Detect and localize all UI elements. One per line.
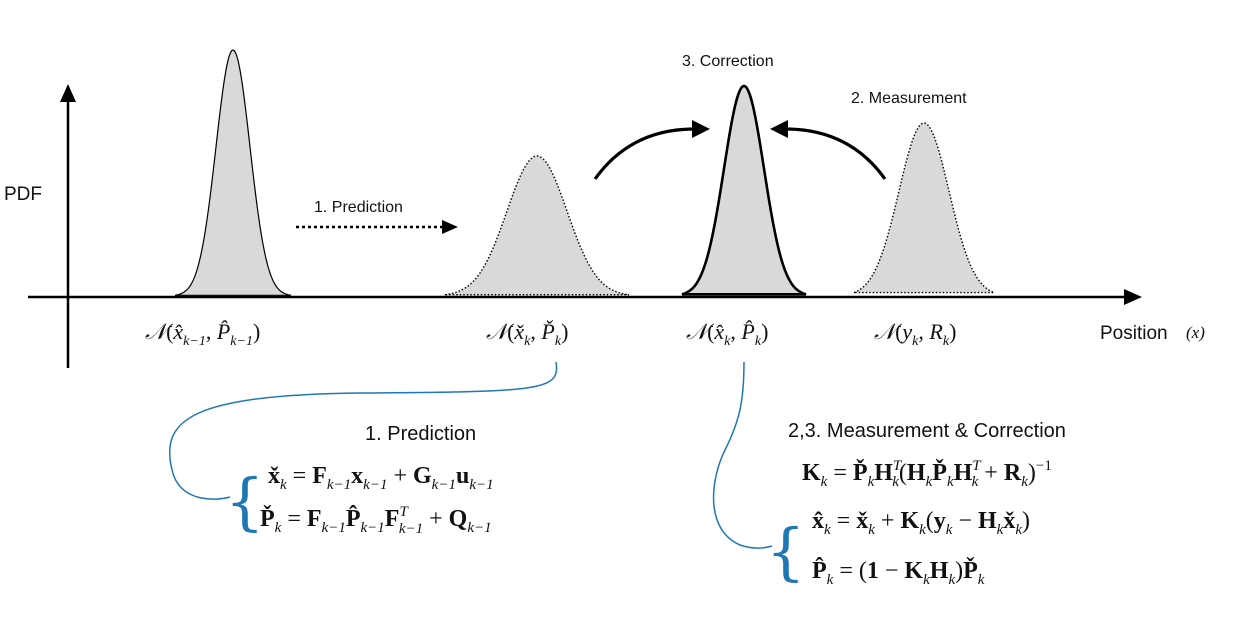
correction-brace: {	[766, 515, 805, 588]
prediction-arrowhead	[442, 220, 458, 234]
x-axis-symbol: (x)	[1186, 323, 1205, 342]
predicted-distribution-label: 𝒩(x̌k, P̌k)	[486, 319, 568, 349]
corrected-distribution-label: 𝒩(x̂k, P̂k)	[686, 319, 768, 349]
covariance-update-equation: P̂k = (1 − KkHk)P̌k	[812, 557, 985, 588]
predicted-distribution-curve	[444, 155, 630, 296]
y-axis-label: PDF	[4, 184, 42, 205]
x-axis-arrowhead	[1124, 289, 1142, 305]
correction-arrow-left	[593, 127, 693, 180]
kalman-gain-equation: Kk = P̌kHT k(HkP̌kHT k + Rk)−1	[802, 458, 1052, 490]
correction-arrow-left-head	[692, 120, 710, 138]
correction-step-label: 3. Correction	[682, 53, 774, 70]
correction-connector	[712, 361, 773, 549]
y-axis-arrowhead	[60, 84, 76, 102]
prediction-brace: {	[225, 465, 264, 538]
prior-distribution-label: 𝒩(x̂k−1, P̂k−1)	[145, 319, 260, 349]
svg-text:x̌k = Fk−1xk−1 + Gk−1uk−1: x̌k = Fk−1xk−1 + Gk−1uk−1	[268, 463, 494, 493]
measurement-distribution-label: 𝒩(yk, Rk)	[874, 319, 956, 349]
svg-text:𝒩(x̌k, P̌k): 𝒩(x̌k, P̌k)	[486, 319, 568, 349]
svg-text:𝒩(yk, Rk): 𝒩(yk, Rk)	[874, 319, 956, 349]
prior-distribution-curve	[174, 49, 292, 296]
svg-text:P̂k = (1 − KkHk)P̌k: P̂k = (1 − KkHk)P̌k	[812, 557, 985, 588]
measurement-arrow-right-head	[770, 120, 788, 138]
measurement-distribution-curve	[853, 122, 995, 294]
prediction-connector	[168, 361, 558, 500]
prediction-equation-state: x̌k = Fk−1xk−1 + Gk−1uk−1	[268, 463, 494, 493]
measurement-step-label: 2. Measurement	[851, 90, 967, 107]
prediction-block-title: 1. Prediction	[365, 423, 476, 445]
svg-text:𝒩(x̂k−1, P̂k−1): 𝒩(x̂k−1, P̂k−1)	[145, 319, 260, 349]
correction-block-title: 2,3. Measurement & Correction	[788, 420, 1066, 442]
state-update-equation: x̂k = x̌k + Kk(yk − Hkx̌k)	[812, 508, 1030, 538]
prediction-equation-covariance: P̌k = Fk−1P̂k−1FT k−1 + Qk−1	[260, 504, 492, 537]
prediction-arrow-label: 1. Prediction	[314, 199, 403, 216]
svg-text:x̂k = x̌k + Kk(yk − Hkx̌k): x̂k = x̌k + Kk(yk − Hkx̌k)	[812, 508, 1030, 538]
measurement-arrow-right	[787, 127, 887, 180]
corrected-distribution-curve	[681, 84, 807, 296]
x-axis-label: Position	[1100, 323, 1168, 344]
svg-text:𝒩(x̂k, P̂k): 𝒩(x̂k, P̂k)	[686, 319, 768, 349]
